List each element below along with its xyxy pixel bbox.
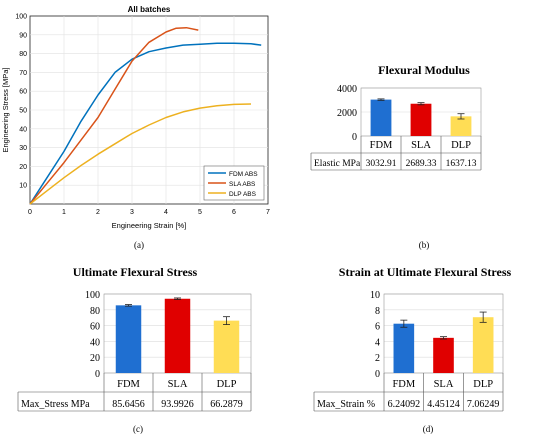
y-tick-label: 4 — [375, 337, 380, 348]
y-tick-label: 20 — [19, 164, 27, 171]
y-tick-label: 30 — [19, 145, 27, 152]
y-tick-label: 2 — [375, 353, 380, 364]
table-value-sla: 2689.33 — [406, 159, 437, 169]
panel-b-bar-chart: Flexural Modulus 0 2000 4000 FDM 3032.91 SLA 2… — [310, 63, 482, 250]
y-tick-label: 100 — [15, 14, 27, 21]
bar-fdm — [115, 305, 142, 373]
category-label-fdm: FDM — [392, 379, 415, 390]
table-value-fdm: 3032.91 — [366, 159, 397, 169]
table-row-label: Max_Strain % — [317, 399, 375, 410]
table-value-fdm: 85.6456 — [112, 399, 145, 410]
x-tick-label: 3 — [130, 209, 134, 216]
y-tick-label: 2000 — [337, 108, 357, 119]
series-lines — [29, 26, 262, 205]
bar-sla — [433, 337, 454, 373]
y-tick-label: 20 — [90, 353, 100, 364]
bar-plot: 0 2000 4000 FDM 3032.91 SLA 2689.33 DLP 1637.13 E… — [310, 84, 482, 171]
x-tick-label: 6 — [232, 209, 236, 216]
category-label-fdm: FDM — [117, 379, 140, 390]
caption-a: (a) — [134, 240, 144, 250]
y-tick-label: 50 — [19, 108, 27, 115]
y-tick-label: 100 — [85, 290, 100, 301]
bar-dlp — [450, 116, 472, 136]
bar-dlp — [472, 317, 494, 373]
category-label-dlp: DLP — [451, 140, 471, 151]
chart-title: Flexural Modulus — [378, 63, 470, 77]
caption-c: (c) — [133, 424, 143, 434]
table-value-dlp: 7.06249 — [467, 399, 500, 410]
table-row-label: Max_Stress MPa — [21, 399, 90, 410]
table-value-dlp: 1637.13 — [446, 159, 477, 169]
panel-d-bar-chart: Strain at Ultimate Flexural Stress 0 2 4 6 8… — [313, 265, 512, 434]
y-tick-label: 40 — [19, 126, 27, 133]
table-value-sla: 4.45124 — [427, 399, 460, 410]
series-line-sla-abs — [29, 26, 199, 205]
x-tick-label: 5 — [198, 209, 202, 216]
category-label-fdm: FDM — [370, 140, 393, 151]
x-tick-label: 7 — [266, 209, 270, 216]
x-tick-label: 4 — [164, 209, 168, 216]
category-label-dlp: DLP — [473, 379, 493, 390]
legend: FDM ABS SLA ABS DLP ABS — [203, 165, 265, 201]
y-tick-label: 70 — [19, 70, 27, 77]
table-value-dlp: 66.2879 — [210, 399, 243, 410]
y-axis-label: Engineering Stress [MPa] — [1, 67, 10, 152]
series-line-fdm-abs — [29, 42, 262, 205]
caption-b: (b) — [419, 240, 430, 250]
y-tick-labels: 10 20 30 40 50 60 70 80 90 100 — [15, 14, 27, 190]
series-line-dlp-abs — [29, 103, 252, 205]
category-label-sla: SLA — [411, 140, 431, 151]
chart-title: Ultimate Flexural Stress — [73, 265, 198, 279]
x-tick-label: 1 — [62, 209, 66, 216]
y-tick-label: 80 — [90, 306, 100, 317]
y-tick-label: 10 — [370, 290, 380, 301]
x-axis-label: Engineering Strain [%] — [112, 221, 187, 230]
y-tick-label: 0 — [352, 132, 357, 143]
bar-sla — [164, 298, 191, 373]
bar-dlp — [213, 320, 240, 373]
legend-label-sla: SLA ABS — [229, 181, 256, 188]
category-label-dlp: DLP — [217, 379, 237, 390]
y-tick-label: 0 — [95, 369, 100, 380]
y-tick-label: 10 — [19, 183, 27, 190]
legend-label-dlp: DLP ABS — [229, 191, 257, 198]
chart-title: Strain at Ultimate Flexural Stress — [339, 265, 512, 279]
chart-title: All batches — [128, 5, 171, 14]
y-tick-label: 80 — [19, 51, 27, 58]
y-tick-label: 0 — [375, 369, 380, 380]
y-tick-label: 90 — [19, 32, 27, 39]
y-tick-label: 4000 — [337, 84, 357, 95]
y-tick-label: 8 — [375, 306, 380, 317]
panel-c-bar-chart: Ultimate Flexural Stress 0 20 40 60 80 100 FDM… — [17, 265, 252, 434]
bar-plot: 0 20 40 60 80 100 FDM 85.6456 SLA 93.9926 DLP 66.28… — [17, 290, 252, 412]
bar-fdm — [370, 99, 392, 136]
y-tick-label: 60 — [90, 322, 100, 333]
bar-sla — [410, 103, 432, 136]
category-label-sla: SLA — [168, 379, 188, 390]
x-tick-labels: 0 1 2 3 4 5 6 7 — [28, 209, 270, 216]
y-tick-label: 60 — [19, 89, 27, 96]
table-value-sla: 93.9926 — [161, 399, 194, 410]
y-tick-label: 6 — [375, 322, 380, 333]
caption-d: (d) — [423, 424, 434, 434]
y-tick-label: 40 — [90, 337, 100, 348]
legend-label-fdm: FDM ABS — [229, 171, 258, 178]
x-tick-label: 0 — [28, 209, 32, 216]
bar-plot: 0 2 4 6 8 10 FDM 6.24092 SLA 4.45124 DLP 7.06249 Max… — [313, 290, 504, 412]
category-label-sla: SLA — [434, 379, 454, 390]
x-tick-label: 2 — [96, 209, 100, 216]
bar-fdm — [393, 323, 415, 373]
table-row-label: Elastic MPa — [314, 159, 361, 169]
table-value-fdm: 6.24092 — [388, 399, 421, 410]
